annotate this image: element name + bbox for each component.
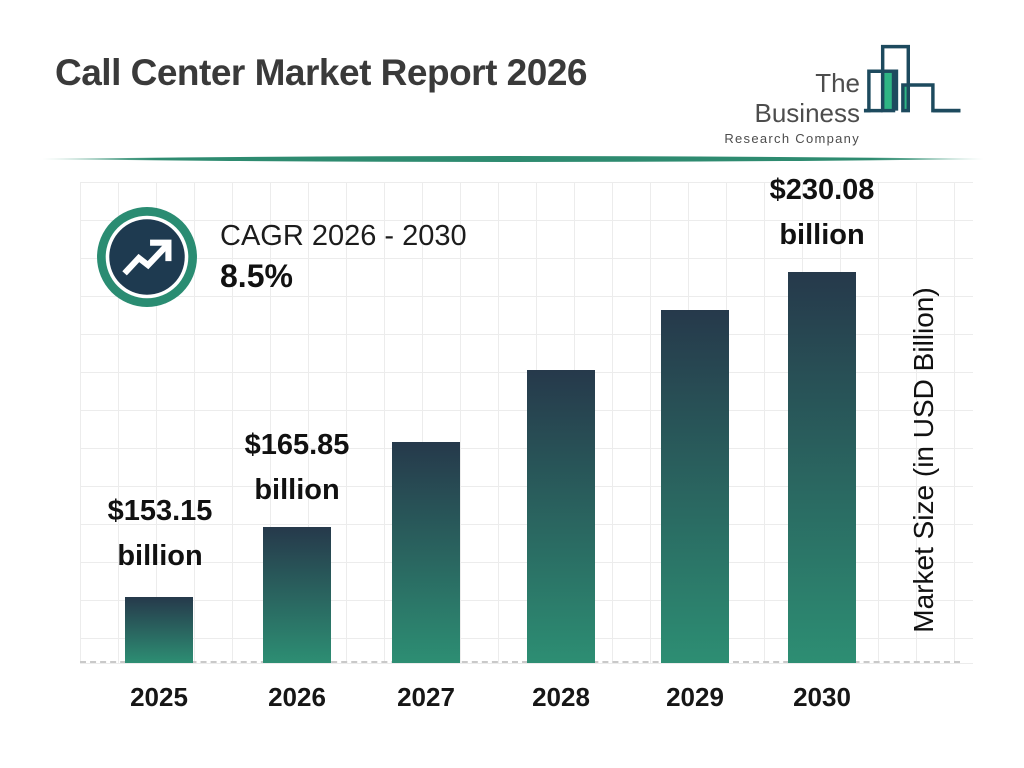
company-logo-text: The Business Research Company bbox=[706, 68, 860, 147]
x-axis-baseline bbox=[80, 661, 960, 663]
value-label-2030-amount: $230.08 bbox=[769, 174, 875, 206]
cagr-value: 8.5% bbox=[220, 258, 293, 294]
value-label-2025: $153.15 billion bbox=[55, 489, 265, 579]
bar-2030 bbox=[788, 272, 856, 663]
cagr-label: CAGR 2026 - 2030 bbox=[220, 220, 467, 252]
y-axis-title: Market Size (in USD Billion) bbox=[908, 287, 939, 633]
bar-2027 bbox=[392, 442, 460, 663]
trend-up-icon bbox=[97, 207, 197, 307]
x-tick-2025: 2025 bbox=[130, 682, 188, 712]
logo-bars-icon bbox=[863, 44, 961, 113]
value-label-2025-unit: billion bbox=[117, 540, 203, 572]
bar-2025 bbox=[125, 597, 193, 663]
logo-subname: Research Company bbox=[724, 131, 860, 146]
value-label-2030: $230.08 billion bbox=[717, 168, 927, 258]
value-label-2030-unit: billion bbox=[779, 219, 865, 251]
x-tick-2029: 2029 bbox=[666, 682, 724, 712]
value-label-2025-amount: $153.15 bbox=[107, 495, 213, 527]
x-tick-2026: 2026 bbox=[268, 682, 326, 712]
page-title: Call Center Market Report 2026 bbox=[55, 52, 587, 93]
divider-line bbox=[42, 156, 984, 162]
value-label-2026-unit: billion bbox=[254, 474, 340, 506]
company-logo: The Business Research Company bbox=[706, 38, 990, 146]
x-tick-2027: 2027 bbox=[397, 682, 455, 712]
bar-2026 bbox=[263, 527, 331, 663]
bar-2029 bbox=[661, 310, 729, 663]
logo-name: The Business bbox=[754, 68, 861, 128]
cagr-text-block: CAGR 2026 - 2030 8.5% bbox=[220, 218, 467, 296]
x-tick-2030: 2030 bbox=[793, 682, 851, 712]
value-label-2026-amount: $165.85 bbox=[244, 429, 350, 461]
bar-2028 bbox=[527, 370, 595, 663]
value-label-2026: $165.85 billion bbox=[192, 423, 402, 513]
x-tick-2028: 2028 bbox=[532, 682, 590, 712]
cagr-badge: CAGR 2026 - 2030 8.5% bbox=[96, 206, 467, 308]
